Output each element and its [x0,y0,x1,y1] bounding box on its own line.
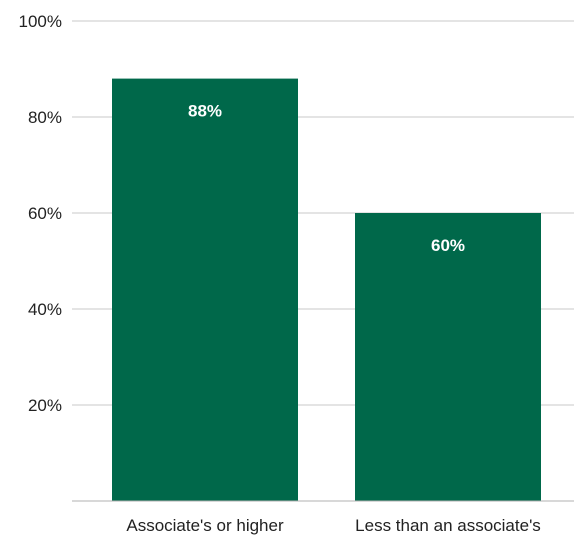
x-category-label: Less than an associate's [355,516,541,535]
data-labels: 88% 60% [188,102,465,255]
bar-value-label: 88% [188,102,222,121]
bar-value-label: 60% [431,236,465,255]
y-tick-label: 20% [28,396,62,415]
y-tick-label: 60% [28,204,62,223]
y-axis-tick-labels: 20% 40% 60% 80% 100% [19,12,62,415]
x-axis-category-labels: Associate's or higher Less than an associ… [126,516,540,535]
x-category-label: Associate's or higher [126,516,284,535]
bars [112,78,541,501]
bar [112,78,298,501]
y-tick-label: 40% [28,300,62,319]
y-tick-label: 100% [19,12,62,31]
bar [355,213,541,501]
y-tick-label: 80% [28,108,62,127]
